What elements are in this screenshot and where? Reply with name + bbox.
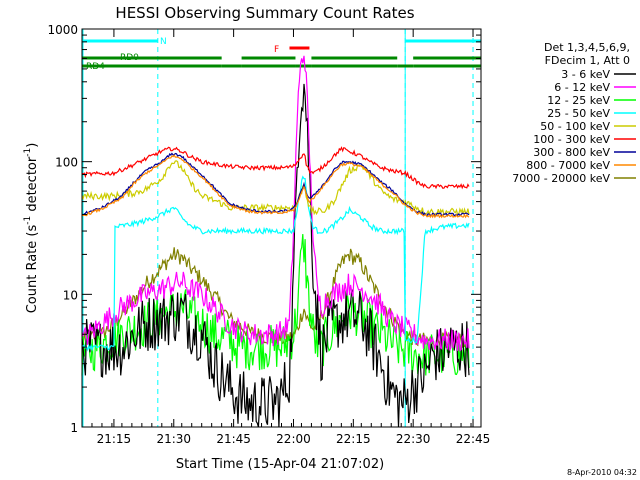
y-axis-label-main: Count Rate (s [25, 225, 40, 314]
x-tick-label: 22:00 [276, 432, 311, 446]
series-line-4 [81, 160, 470, 217]
state-bar-label: F [274, 45, 279, 55]
y-tick-label: 1 [70, 421, 78, 435]
legend-entry-label: 25 - 50 keV [547, 107, 610, 120]
state-bar-label: RD4 [86, 62, 105, 72]
y-tick-label: 10 [63, 288, 78, 302]
timestamp: 8-Apr-2010 04:32 [567, 468, 637, 477]
legend-header-line: FDecim 1, Att 0 [545, 54, 630, 67]
state-bar-label: RD0 [120, 53, 139, 63]
series-line-7 [81, 154, 470, 219]
x-tick-label: 22:15 [336, 432, 371, 446]
legend-entry-label: 12 - 25 keV [547, 94, 610, 107]
y-axis: 1 10 100 1000 [47, 23, 481, 435]
legend-entry-label: 50 - 100 keV [540, 120, 610, 133]
series-line-3 [81, 175, 470, 352]
y-axis-label-exp2: -1 [23, 148, 33, 157]
x-axis: 21:15 21:30 21:45 22:00 22:15 22:30 22:45 [81, 29, 491, 446]
state-bar-label: N [160, 37, 167, 47]
y-axis-label-end: ) [25, 143, 40, 148]
legend-entry-label: 3 - 6 keV [561, 68, 610, 81]
y-tick-label: 100 [55, 156, 78, 170]
x-tick-label: 21:45 [216, 432, 251, 446]
legend-header-line: Det 1,3,4,5,6,9, [544, 41, 630, 54]
x-tick-label: 22:45 [456, 432, 491, 446]
series-layer [81, 55, 470, 428]
series-line-0 [81, 83, 470, 428]
y-tick-label: 1000 [47, 23, 78, 37]
x-tick-label: 21:15 [97, 432, 132, 446]
legend-entry-label: 7000 - 20000 keV [512, 172, 610, 185]
x-tick-label: 22:30 [396, 432, 431, 446]
x-axis-label: Start Time (15-Apr-04 21:07:02) [176, 457, 384, 472]
annotation-layer: N RD0 RD4 F [82, 29, 481, 427]
legend-entry-label: 800 - 7000 keV [526, 159, 610, 172]
legend-entry-label: 100 - 300 keV [533, 133, 610, 146]
chart-title: HESSI Observing Summary Count Rates [115, 4, 414, 22]
legend-entry-label: 300 - 800 keV [533, 146, 610, 159]
x-tick-label: 21:30 [156, 432, 191, 446]
series-line-2 [81, 234, 470, 376]
y-axis-label-mid: detector [25, 156, 40, 216]
y-axis-label: Count Rate (s-1 detector-1) [23, 143, 40, 314]
legend-entry-label: 6 - 12 keV [554, 81, 610, 94]
y-axis-label-exp1: -1 [23, 216, 33, 225]
series-line-5 [81, 146, 470, 190]
legend: Det 1,3,4,5,6,9, FDecim 1, Att 0 3 - 6 k… [512, 41, 636, 185]
series-line-1 [81, 55, 470, 352]
